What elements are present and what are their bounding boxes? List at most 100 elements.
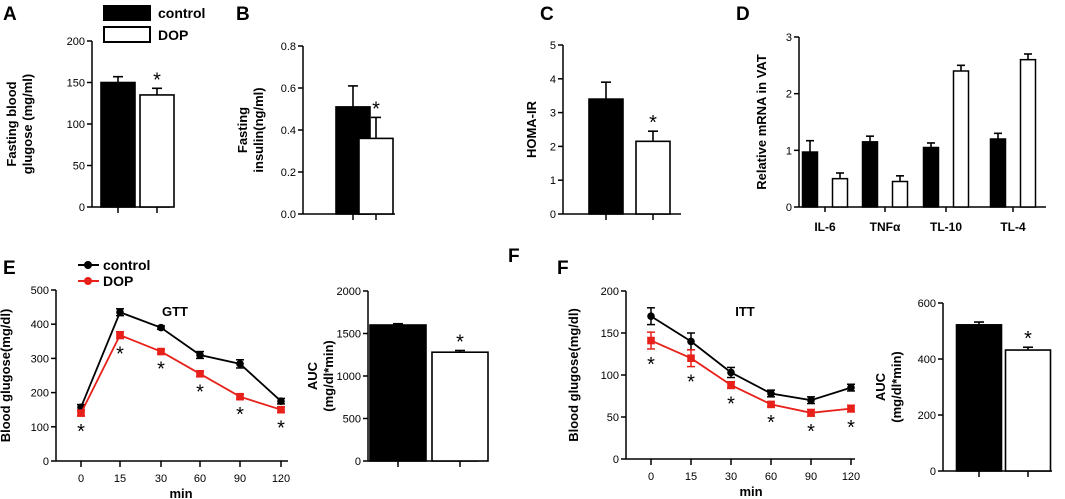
series-line-DOP bbox=[650, 339, 852, 414]
bar-control bbox=[588, 98, 624, 215]
y-tick-label: 200 bbox=[67, 36, 85, 48]
x-tick-label: TL-4 bbox=[1000, 220, 1026, 234]
x-tick-label: 60 bbox=[194, 473, 206, 485]
panel-label: A bbox=[3, 4, 17, 25]
legend-control-swatch bbox=[103, 5, 151, 21]
significance-star: * bbox=[847, 417, 855, 439]
x-tick-label: TNFα bbox=[870, 220, 901, 234]
y-tick-label: 100 bbox=[601, 370, 619, 382]
y-axis-label: insulin(ng/ml) bbox=[251, 87, 266, 172]
bar-DOP bbox=[891, 180, 909, 208]
bar-control bbox=[955, 324, 1003, 472]
y-axis-label: AUC bbox=[873, 372, 888, 401]
bar-control bbox=[369, 324, 427, 462]
y-tick-label: 0.2 bbox=[281, 167, 296, 179]
significance-star: * bbox=[767, 412, 775, 434]
x-axis-label: min bbox=[169, 486, 192, 499]
significance-star: * bbox=[277, 417, 285, 439]
y-tick-label: 500 bbox=[31, 285, 49, 297]
x-tick-label: 0 bbox=[78, 473, 84, 485]
x-axis-label: min bbox=[739, 484, 762, 499]
series-line-control bbox=[80, 311, 282, 408]
bar-DOP bbox=[1019, 58, 1037, 208]
bar-DOP bbox=[139, 94, 175, 208]
y-tick-label: 3 bbox=[786, 32, 792, 44]
significance-star: * bbox=[116, 344, 124, 366]
point-control bbox=[807, 396, 815, 405]
y-axis-label: (mg/dl*min) bbox=[321, 340, 336, 412]
point-DOP bbox=[847, 404, 855, 413]
y-tick-label: 100 bbox=[67, 119, 85, 131]
y-tick-label: 1 bbox=[550, 175, 556, 187]
significance-star: * bbox=[687, 372, 695, 394]
y-axis-label: Blood glugose(mg/dl) bbox=[0, 309, 13, 443]
x-tick-label: 90 bbox=[805, 471, 817, 483]
y-tick-label: 0 bbox=[786, 202, 792, 214]
e-legend-dop-marker bbox=[84, 277, 92, 285]
point-control bbox=[116, 308, 124, 317]
x-tick-label: TL-10 bbox=[930, 220, 962, 234]
point-DOP bbox=[236, 392, 244, 401]
plot-title: ITT bbox=[735, 304, 755, 319]
y-tick-label: 400 bbox=[918, 354, 936, 366]
y-tick-label: 0 bbox=[355, 456, 361, 468]
significance-star: * bbox=[807, 421, 815, 443]
y-tick-label: 0.8 bbox=[281, 41, 296, 53]
bar-DOP bbox=[1004, 349, 1052, 472]
series-line-control bbox=[650, 315, 852, 402]
y-tick-label: 50 bbox=[73, 161, 85, 173]
chart-F_auc: AUC (mg/dl*min) 0 200 400 600 * bbox=[873, 298, 1052, 478]
y-tick-label: 200 bbox=[918, 410, 936, 422]
y-tick-label: 100 bbox=[31, 422, 49, 434]
y-tick-label: 1000 bbox=[337, 371, 361, 383]
bar-DOP bbox=[635, 140, 671, 215]
bar-control bbox=[100, 81, 136, 208]
point-control bbox=[727, 368, 735, 377]
chart-D: D Relative mRNA in VAT 0 1 2 3 IL-6 TNFα TL-10 TL… bbox=[736, 4, 1046, 234]
x-tick-label: 60 bbox=[765, 471, 777, 483]
significance-star: * bbox=[196, 382, 204, 404]
series-line-DOP bbox=[80, 334, 282, 414]
y-tick-label: 0.4 bbox=[281, 125, 296, 137]
panel-label: D bbox=[736, 4, 750, 25]
bar-DOP bbox=[831, 177, 849, 208]
y-tick-label: 0 bbox=[79, 202, 85, 214]
x-tick-label: 15 bbox=[685, 471, 697, 483]
chart-E_auc: AUC (mg/dl*min) 0 500 1000 1500 2000 * bbox=[305, 286, 489, 468]
y-axis-label: glugose (mg/ml) bbox=[20, 74, 35, 174]
y-axis-label: AUC bbox=[305, 361, 320, 390]
point-DOP bbox=[727, 381, 735, 389]
bar-control bbox=[801, 151, 819, 208]
point-control bbox=[277, 397, 285, 405]
legend-control-label: control bbox=[158, 5, 205, 21]
plot-title: GTT bbox=[162, 304, 188, 319]
y-tick-label: 300 bbox=[31, 353, 49, 365]
significance-star: * bbox=[647, 354, 655, 376]
bar-control bbox=[989, 138, 1007, 208]
x-tick-label: 30 bbox=[155, 473, 167, 485]
point-DOP bbox=[807, 409, 815, 417]
x-tick-label: 0 bbox=[648, 471, 654, 483]
y-axis-label: Blood glugose(mg/dl) bbox=[566, 308, 581, 442]
y-tick-label: 2 bbox=[550, 141, 556, 153]
legend-dop-label: DOP bbox=[158, 27, 188, 43]
point-control bbox=[157, 323, 165, 332]
e-legend-dop-label: DOP bbox=[103, 273, 133, 289]
y-tick-label: 0 bbox=[43, 456, 49, 468]
significance-star: * bbox=[236, 404, 244, 426]
point-control bbox=[687, 337, 695, 346]
panel-label: C bbox=[540, 4, 554, 25]
significance-star: * bbox=[372, 98, 380, 120]
y-tick-label: 600 bbox=[918, 298, 936, 310]
y-tick-label: 400 bbox=[31, 319, 49, 331]
y-tick-label: 200 bbox=[31, 388, 49, 400]
point-DOP bbox=[196, 369, 204, 378]
x-tick-label: 120 bbox=[272, 473, 290, 485]
y-tick-label: 0 bbox=[930, 466, 936, 478]
point-DOP bbox=[687, 354, 695, 362]
panel-label: F bbox=[557, 258, 569, 279]
point-DOP bbox=[157, 347, 165, 356]
point-control bbox=[847, 383, 855, 392]
point-control bbox=[647, 312, 655, 321]
